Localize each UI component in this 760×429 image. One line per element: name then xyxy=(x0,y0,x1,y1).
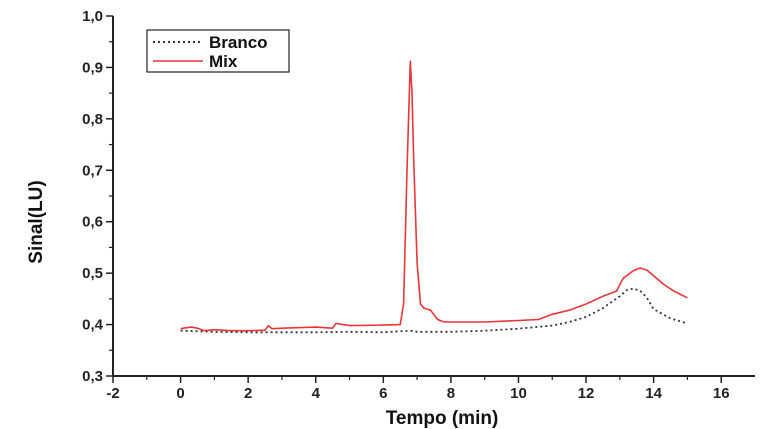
y-tick-label: 1,0 xyxy=(82,8,103,25)
y-tick-label: 0,5 xyxy=(82,265,103,282)
y-axis-title: Sinal(LU) xyxy=(26,180,47,263)
legend-box xyxy=(146,29,290,73)
y-tick-label: 0,4 xyxy=(82,317,104,334)
x-tick-label: 4 xyxy=(312,385,321,402)
ticks: -2 0 2 4 6 8 10 12 14 16 0,3 0,4 0,5 0,6 0,7 0,8 0,9 1,0 xyxy=(82,8,729,402)
series xyxy=(180,60,688,334)
x-tick-label: 8 xyxy=(447,385,455,402)
x-tick-label: 12 xyxy=(578,385,595,402)
y-tick-label: 0,3 xyxy=(82,368,103,385)
y-tick-label: 0,6 xyxy=(82,214,103,231)
series-line-mix xyxy=(180,60,688,332)
x-tick-label: 10 xyxy=(510,385,527,402)
legend-label-branco: Branco xyxy=(209,33,268,52)
series-line-branco xyxy=(180,287,688,334)
legend: Branco Mix xyxy=(146,29,290,73)
y-tick-label: 0,8 xyxy=(82,111,103,128)
x-tick-label: 6 xyxy=(379,385,387,402)
x-tick-label: 16 xyxy=(713,385,730,402)
x-tick-label: 0 xyxy=(176,385,184,402)
y-tick-label: 0,7 xyxy=(82,162,103,179)
x-axis-title: Tempo (min) xyxy=(386,408,499,429)
legend-label-mix: Mix xyxy=(209,52,238,71)
x-tick-label: 14 xyxy=(645,385,662,402)
x-tick-label: 2 xyxy=(244,385,252,402)
y-tick-label: 0,9 xyxy=(82,59,103,76)
x-tick-label: -2 xyxy=(106,385,119,402)
